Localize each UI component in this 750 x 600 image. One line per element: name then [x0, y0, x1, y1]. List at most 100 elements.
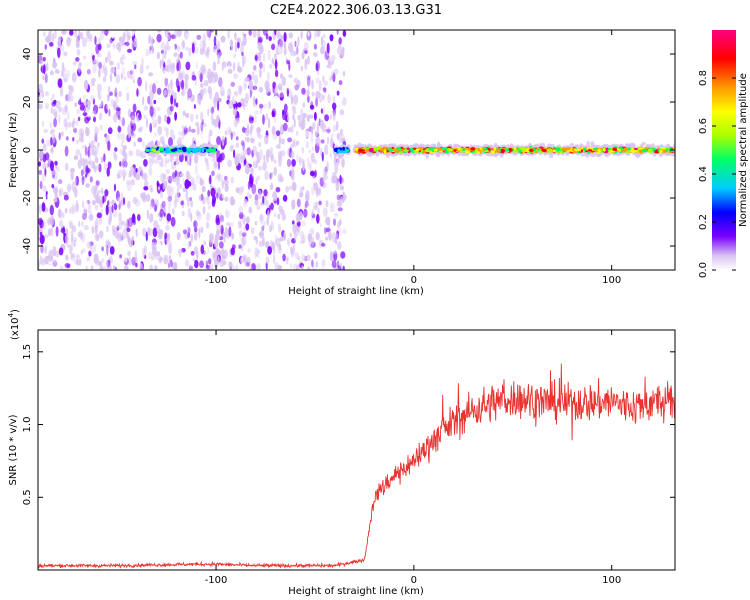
spectrogram-cell: [114, 92, 117, 98]
spectrogram-cell: [42, 56, 46, 62]
spectrogram-cell: [203, 79, 209, 87]
spectrogram-cell: [212, 46, 216, 53]
spectrogram-cell: [254, 257, 259, 264]
spectrogram-cell: [305, 193, 310, 203]
spectrogram-cell: [126, 91, 130, 102]
spectrogram-ridge-cell: [627, 148, 632, 151]
spectrogram-cell: [133, 37, 138, 48]
spectrogram-cell: [339, 90, 344, 102]
spectrogram-cell: [138, 102, 141, 111]
spectrogram-cell: [81, 220, 84, 228]
spectrogram-cell: [214, 179, 219, 188]
spectrogram-cell: [133, 257, 138, 262]
spectrogram-cell: [245, 261, 250, 267]
spectrogram-cell: [41, 202, 46, 212]
spectrogram-cell: [54, 250, 60, 258]
spectrogram-cell: [262, 236, 265, 247]
spectrogram-ridge-cell: [513, 146, 517, 151]
spectrogram-cell: [191, 74, 197, 81]
spectrogram-cell: [178, 248, 183, 254]
spectrogram-cell: [94, 233, 98, 239]
spectrogram-cell: [185, 46, 190, 51]
spectrogram-cell: [57, 47, 61, 58]
spectrogram-cell: [93, 141, 97, 146]
spectrogram-cell: [198, 99, 202, 105]
spectrogram-cell: [44, 73, 48, 84]
spectrogram-cell: [113, 183, 117, 192]
spectrogram-cell: [99, 264, 104, 270]
spectrogram-ridge-cell: [465, 150, 470, 153]
spectrogram-cell: [307, 157, 310, 168]
spectrogram-cell: [50, 46, 53, 55]
spectrogram-cell: [304, 58, 308, 66]
spectrogram-cell: [97, 260, 102, 267]
spectrogram-cell: [167, 34, 171, 41]
spectrogram-cell: [290, 247, 294, 258]
spectrogram-cell: [167, 45, 171, 51]
spectrogram-cell: [93, 165, 97, 173]
spectrogram-cell: [270, 202, 274, 211]
spectrogram-cell: [71, 234, 74, 243]
spectrogram-cell: [199, 176, 203, 184]
spectrogram-cell: [173, 161, 177, 166]
spectrogram-cell: [255, 177, 258, 185]
spectrogram-cell: [147, 227, 151, 236]
spectrogram-cell: [170, 34, 176, 40]
spectrogram-cell: [259, 61, 263, 69]
spectrogram-cell: [182, 40, 185, 49]
spectrogram-cell: [156, 33, 162, 43]
spectrogram-ridge-cell: [528, 148, 534, 152]
spectrogram-cell: [202, 87, 207, 95]
spectrogram-cell: [175, 156, 180, 166]
spectrogram-cell: [320, 46, 325, 55]
spectrogram-cell: [280, 35, 284, 40]
spectrogram-cell: [115, 67, 121, 76]
spectrogram-cell: [275, 186, 281, 193]
spectrogram-cell: [273, 95, 279, 101]
spectrogram-cell: [77, 116, 81, 122]
spectrogram-cell: [340, 251, 346, 259]
spectrogram-cell: [51, 184, 55, 189]
snr-plot-area: [38, 330, 675, 570]
spectrogram-cell: [237, 41, 240, 49]
spectrogram-cell: [73, 123, 76, 129]
spectrogram-cell: [178, 249, 182, 258]
spectrogram-cell: [181, 210, 185, 217]
spectrogram-cell: [90, 245, 95, 254]
spectrogram-cell: [96, 164, 100, 170]
spectrogram-cell: [212, 61, 217, 72]
spectrogram-cell: [260, 173, 264, 181]
spectrogram-cell: [54, 160, 58, 166]
spectrogram-cell: [39, 151, 44, 160]
spectrogram-cell: [274, 69, 279, 78]
spectrogram-cell: [123, 254, 128, 263]
spectrogram-cell: [126, 179, 131, 186]
spectrogram-cell: [191, 177, 195, 186]
spectrogram-cell: [242, 98, 246, 103]
spectrogram-cell: [323, 227, 327, 235]
spectrogram-cell: [90, 265, 94, 270]
spectrogram-x-axis-label: Height of straight line (km): [288, 286, 424, 297]
spectrogram-cell: [209, 129, 213, 137]
spectrogram-cell: [263, 221, 266, 229]
spectrogram-cell: [148, 131, 152, 142]
spectrogram-cell: [58, 114, 61, 124]
spectrogram-cell: [269, 147, 273, 154]
spectrogram-cell: [138, 113, 142, 121]
spectrogram-cell: [276, 144, 281, 149]
spectrogram-cell: [165, 169, 170, 174]
spectrogram-cell: [244, 128, 250, 137]
spectrogram-cell: [240, 140, 245, 146]
spectrogram-ridge-cell: [403, 149, 409, 152]
spectrogram-cell: [131, 225, 136, 237]
spectrogram-cell: [209, 233, 214, 242]
spectrogram-cell: [109, 73, 113, 83]
spectrogram-cell: [342, 46, 345, 53]
spectrogram-cell: [106, 244, 109, 256]
spectrogram-cell: [257, 165, 263, 171]
spectrogram-cell: [140, 57, 144, 68]
spectrogram-cell: [271, 108, 277, 118]
spectrogram-cell: [342, 30, 347, 37]
spectrogram-cell: [254, 110, 259, 115]
spectrogram-cell: [152, 199, 155, 209]
